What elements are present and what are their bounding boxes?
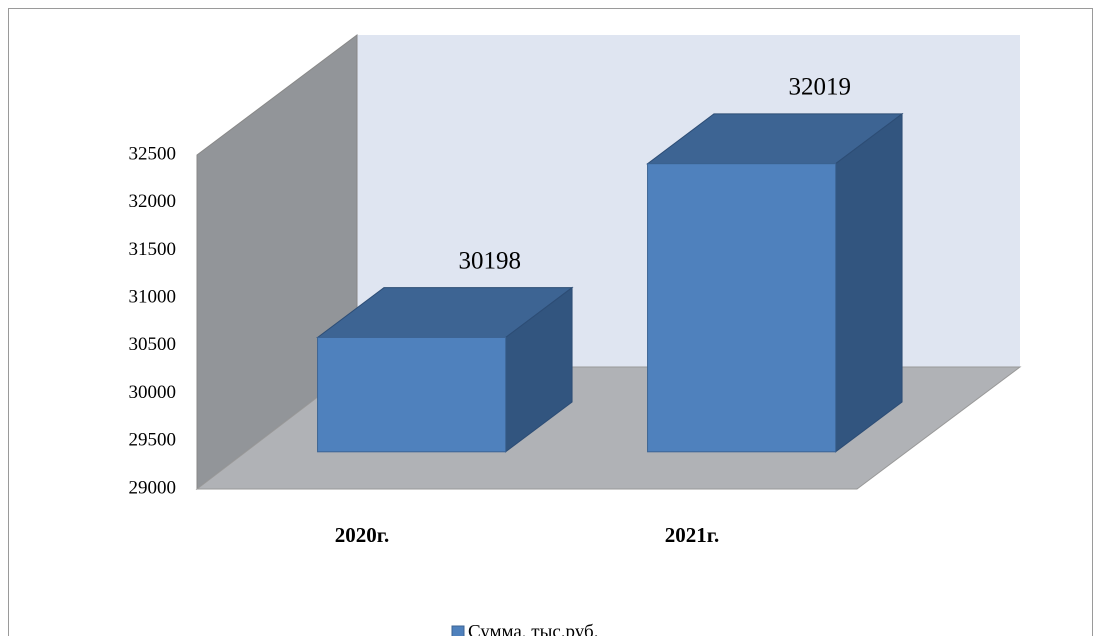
- legend-label: Сумма, тыс.руб.: [468, 621, 598, 636]
- y-tick-label: 31500: [129, 239, 177, 260]
- x-tick-label: 2021г.: [665, 523, 719, 547]
- value-label: 30198: [459, 247, 522, 274]
- chart-border: [8, 8, 1093, 636]
- y-tick-label: 32000: [129, 191, 177, 212]
- bar: [317, 336, 507, 453]
- bar-side: [835, 112, 903, 453]
- y-tick-label: 30000: [129, 382, 177, 403]
- legend-swatch: [451, 625, 465, 636]
- value-label: 32019: [789, 74, 852, 101]
- y-tick-label: 31000: [129, 287, 177, 308]
- x-tick-label: 2020г.: [335, 523, 389, 547]
- bar: [647, 163, 837, 453]
- y-tick-label: 30500: [129, 334, 177, 355]
- y-tick-label: 32500: [129, 143, 177, 164]
- y-tick-label: 29500: [129, 430, 177, 451]
- y-tick-label: 29000: [129, 477, 177, 498]
